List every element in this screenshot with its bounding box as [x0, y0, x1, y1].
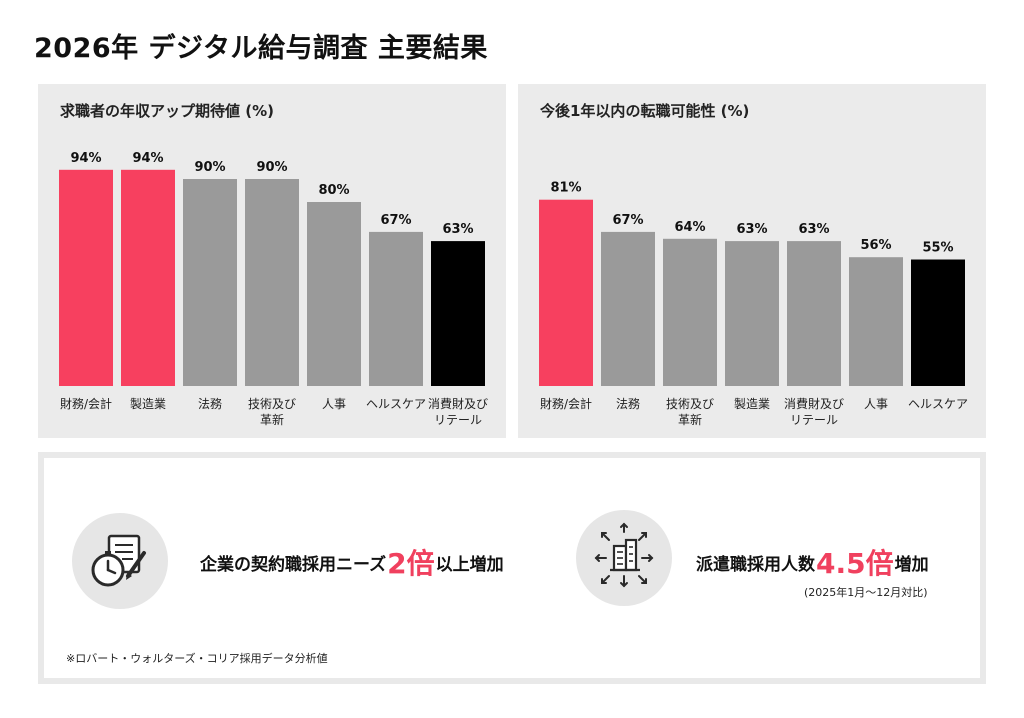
data-label: 94%: [70, 151, 101, 166]
bar: [539, 199, 593, 386]
stat-prefix: 企業の契約職採用ニーズ: [200, 555, 387, 575]
category-label: 消費財及びリテール: [784, 396, 844, 427]
bar: [663, 238, 717, 386]
data-label: 90%: [194, 160, 225, 175]
bar-chart-job-change: 81% 財務/会計 67% 法務 64% 技術及び革新 63% 製造業 63% 消費財及びリテール…: [539, 181, 968, 427]
stat-highlight: 2倍: [387, 547, 435, 580]
category-label: 技術及び革新: [666, 397, 714, 427]
category-label: ヘルスケア: [908, 397, 968, 411]
data-label: 55%: [922, 241, 953, 256]
bar: [725, 241, 779, 386]
data-label: 63%: [442, 222, 473, 237]
data-label: 63%: [736, 222, 767, 237]
stat-prefix: 派遣職採用人数: [696, 555, 815, 575]
chart-panel-salary-expectation: 求職者の年収アップ期待値 (%) 94% 財務/会計 94% 製造業 90% 法務 90% 技…: [38, 84, 506, 438]
bar: [183, 179, 237, 386]
data-label: 90%: [256, 160, 287, 175]
key-findings-box: 企業の契約職採用ニーズ2倍以上増加 派遣職採用: [38, 452, 986, 684]
source-footnote: ※ロバート・ウォルターズ・コリア採用データ分析値: [66, 652, 328, 665]
category-label: 製造業: [130, 397, 166, 411]
building-expand-arrows-icon: [576, 510, 672, 606]
chart-title: 今後1年以内の転職可能性 (%): [540, 102, 750, 120]
data-label: 94%: [132, 151, 163, 166]
bar: [849, 257, 903, 386]
bar: [369, 231, 423, 386]
dispatch-hiring-stat: 派遣職採用人数4.5倍増加: [696, 542, 929, 582]
contract-hiring-stat: 企業の契約職採用ニーズ2倍以上増加: [200, 542, 504, 582]
bar: [431, 241, 485, 386]
category-label: ヘルスケア: [366, 397, 426, 411]
stat-suffix: 以上増加: [435, 555, 504, 575]
data-label: 67%: [612, 213, 643, 228]
data-label: 64%: [674, 220, 705, 235]
data-label: 56%: [860, 238, 891, 253]
category-label: 技術及び革新: [248, 397, 296, 427]
bar: [59, 169, 113, 386]
clock-contract-pen-icon: [72, 513, 168, 609]
bar-chart-salary-expectation: 94% 財務/会計 94% 製造業 90% 法務 90% 技術及び革新 80% 人事 67% ヘルスケ…: [59, 151, 488, 427]
comparison-period-note: (2025年1月～12月対比): [804, 586, 928, 599]
data-label: 80%: [318, 183, 349, 198]
data-label: 63%: [798, 222, 829, 237]
bar: [121, 169, 175, 386]
category-label: 人事: [322, 397, 346, 411]
bar: [245, 179, 299, 386]
category-label: 財務/会計: [540, 396, 592, 411]
category-label: 法務: [198, 397, 222, 411]
stat-highlight: 4.5倍: [816, 547, 894, 580]
category-label: 消費財及びリテール: [428, 396, 488, 427]
page-title: 2026年 デジタル給与調査 主要結果: [34, 33, 488, 64]
bar: [601, 231, 655, 386]
stat-suffix: 増加: [894, 555, 929, 575]
category-label: 人事: [864, 397, 888, 411]
data-label: 67%: [380, 213, 411, 228]
bar: [307, 202, 361, 386]
data-label: 81%: [550, 181, 581, 196]
bar: [911, 259, 965, 386]
chart-panel-job-change: 今後1年以内の転職可能性 (%) 81% 財務/会計 67% 法務 64% 技術及び革新 6…: [518, 84, 986, 438]
category-label: 財務/会計: [60, 396, 112, 411]
chart-title: 求職者の年収アップ期待値 (%): [60, 102, 274, 120]
category-label: 法務: [616, 397, 640, 411]
category-label: 製造業: [734, 397, 770, 411]
bar: [787, 241, 841, 386]
